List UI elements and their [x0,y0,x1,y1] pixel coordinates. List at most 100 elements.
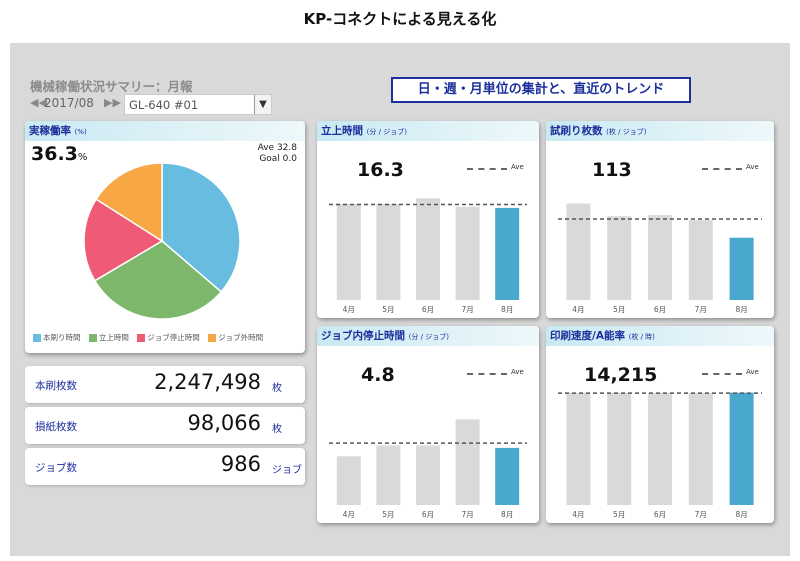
x-tick-label: 5月 [613,510,625,519]
operating-rate-title: 実稼働率 [29,125,71,137]
legend-item: 立上時間 [88,332,129,343]
x-tick-label: 6月 [422,510,434,519]
print-speed-header: 印刷速度/A能率 (枚 / 時) [546,326,774,346]
stat-unit: 枚 [272,424,282,435]
print-speed-chart: 4月 5月 6月 7月 8月 [558,392,762,519]
ave-legend-line [467,373,507,375]
bar [648,215,672,300]
bar [648,392,672,505]
report-title: 機械稼働状況サマリー：月報 [30,79,193,94]
ave-legend-label: Ave [746,368,759,376]
bar [729,392,754,505]
chevron-down-icon[interactable]: ▼ [254,95,271,114]
prev-month-icon[interactable]: ◀◀ [30,96,47,109]
x-tick-label: 5月 [382,305,394,314]
x-tick-label: 7月 [695,305,707,314]
test-print-chart: 4月 5月 6月 7月 8月 [558,203,762,314]
legend-label: ジョブ外時間 [218,333,264,342]
bar [495,207,520,300]
setup-time-value: 16.3 [357,159,404,181]
pie-slice [83,198,164,282]
chart-title: 印刷速度/A能率 [550,330,625,342]
ave-legend-label: Ave [746,163,759,171]
pie-slice [95,162,163,243]
x-tick-label: 8月 [735,510,747,519]
print-speed-value: 14,215 [584,364,658,386]
chart-title: 立上時間 [321,125,363,137]
machine-select[interactable]: GL-640 #01 ▼ [124,94,272,115]
operating-rate-pct: % [77,152,88,163]
legend-item: ジョブ外時間 [208,332,263,343]
chart-unit: (分 / ジョブ) [408,333,449,341]
legend-label: ジョブ停止時間 [147,333,200,342]
bar [336,456,361,505]
stat-unit: 枚 [272,383,282,394]
legend-label: 立上時間 [98,333,129,342]
bar [455,206,480,300]
ave-legend-line [702,168,742,170]
chart-title: 試刷り枚数 [550,125,603,137]
bar [566,392,591,505]
bar [416,445,440,505]
stat-label: 本刷枚数 [35,380,77,392]
bar [376,445,401,505]
chart-unit: (枚 / 時) [628,333,655,341]
x-tick-label: 7月 [461,510,473,519]
x-tick-label: 4月 [572,305,584,314]
stop-time-header: ジョブ内停止時間 (分 / ジョブ) [317,326,539,346]
ave-legend-label: Ave [511,368,524,376]
operating-rate-ave: Ave 32.8 [257,143,297,153]
month-label: 2017/08 [44,96,94,110]
x-tick-label: 7月 [695,510,707,519]
stop-time-card: ジョブ内停止時間 (分 / ジョブ) 4.8 Ave 4月 5月 6月 7月 8月 [317,326,539,523]
stat-label: ジョブ数 [35,462,77,474]
x-tick-label: 4月 [572,510,584,519]
bar [729,237,754,300]
bar [607,216,632,300]
stat-value: 2,247,498 [154,370,261,394]
x-tick-label: 5月 [382,510,394,519]
test-print-card: 試刷り枚数 (枚 / ジョブ) 113 Ave 4月 5月 6月 7月 8月 [546,121,774,318]
legend-swatch [88,334,97,342]
operating-rate-card: 実稼働率 (%) 36.3% Ave 32.8 Goal 0.0 本刷り時間 立… [25,121,305,353]
x-tick-label: 4月 [343,305,355,314]
next-month-icon[interactable]: ▶▶ [104,96,121,109]
x-tick-label: 5月 [613,305,625,314]
operating-rate-header: 実稼働率 (%) [25,121,305,141]
operating-rate-goal: Goal 0.0 [259,154,297,164]
legend-item: 本刷り時間 [33,332,81,343]
operating-rate-number: 36.3 [31,143,78,165]
stop-time-value: 4.8 [361,364,395,386]
machine-select-value: GL-640 #01 [129,98,199,112]
bar [566,203,591,300]
stat-label: 損紙枚数 [35,421,77,433]
operating-rate-value: 36.3% [31,143,87,165]
pie-slice [161,162,241,293]
test-print-value: 113 [592,159,632,181]
page-title: KP-コネクトによる見える化 [303,10,497,28]
stat-card-jobs: ジョブ数 986 ジョブ [25,448,305,485]
legend-item: ジョブ停止時間 [137,332,200,343]
stat-value: 986 [220,452,261,476]
bar [455,419,480,505]
bar [688,220,713,300]
setup-time-header: 立上時間 (分 / ジョブ) [317,121,539,141]
legend-swatch [137,334,146,342]
stat-unit: ジョブ [272,465,302,476]
test-print-header: 試刷り枚数 (枚 / ジョブ) [546,121,774,141]
x-tick-label: 4月 [343,510,355,519]
operating-rate-unit: (%) [74,128,87,136]
bar [416,198,440,300]
legend-swatch [33,334,41,342]
stat-value: 98,066 [187,411,261,435]
chart-title: ジョブ内停止時間 [321,330,405,342]
x-tick-label: 8月 [501,305,513,314]
summary-banner: 日・週・月単位の集計と、直近のトレンド [391,77,691,103]
ave-legend-label: Ave [511,163,524,171]
print-speed-card: 印刷速度/A能率 (枚 / 時) 14,215 Ave 4月 5月 6月 7月 8月 [546,326,774,523]
ave-legend-line [467,168,507,170]
x-tick-label: 6月 [422,305,434,314]
bar [336,203,361,300]
setup-time-card: 立上時間 (分 / ジョブ) 16.3 Ave 4月 5月 6月 7月 8月 [317,121,539,318]
chart-unit: (分 / ジョブ) [366,128,407,136]
